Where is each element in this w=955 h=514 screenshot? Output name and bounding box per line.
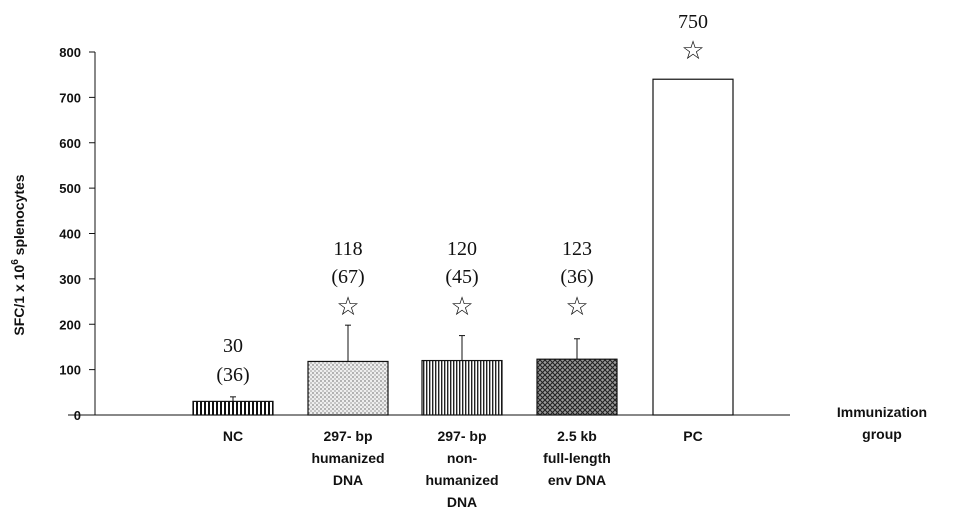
x-tick-label: 2.5 kb [557,428,597,444]
value-label: 118 [333,238,362,260]
sd-label: (67) [331,266,364,288]
x-axis-label: Immunization group [837,404,927,442]
y-tick-label: 700 [59,90,81,105]
x-axis-label-line: group [862,426,902,442]
value-label: 750 [678,11,708,33]
x-axis-label-line: Immunization [837,404,927,420]
x-tick-label: PC [683,428,702,444]
significance-star: ☆ [336,292,359,322]
bars [192,78,734,416]
x-tick-label: NC [223,428,243,444]
y-tick-label: 300 [59,272,81,287]
sd-label: (45) [445,266,478,288]
sd-label: (36) [560,266,593,288]
x-tick-label: DNA [333,472,363,488]
y-axis-label: SFC/1 x 106 splenocytes [10,174,27,335]
y-tick-label: 200 [59,317,81,332]
x-tick-label: DNA [447,494,477,510]
y-axis: 0100200300400500600700800 [59,45,96,423]
y-tick-label: 600 [59,136,81,151]
bar-1 [307,360,389,416]
x-tick-label: 297- bp [323,428,372,444]
significance-star: ☆ [681,36,704,66]
bar-4 [652,78,734,416]
y-tick-label: 800 [59,45,81,60]
y-tick-label: 500 [59,181,81,196]
y-tick-label: 100 [59,363,81,378]
x-tick-label: humanized [311,450,384,466]
y-tick-label: 400 [59,227,81,242]
bar-3 [536,358,618,416]
value-label: 30 [223,335,243,357]
x-tick-label: 297- bp [437,428,486,444]
bar-labels: 30 (36) NC ☆ 118 (67) 297- bp humanized DNA ☆ 120 (… [216,11,708,510]
bar-0 [192,400,274,416]
bar-2 [421,359,503,416]
x-tick-label: env DNA [548,472,606,488]
sd-label: (36) [216,364,249,386]
value-label: 123 [562,238,592,260]
x-tick-label: full-length [543,450,611,466]
x-tick-label: non- [447,450,478,466]
significance-star: ☆ [450,292,473,322]
x-tick-label: humanized [425,472,498,488]
significance-star: ☆ [565,292,588,322]
value-label: 120 [447,238,477,260]
